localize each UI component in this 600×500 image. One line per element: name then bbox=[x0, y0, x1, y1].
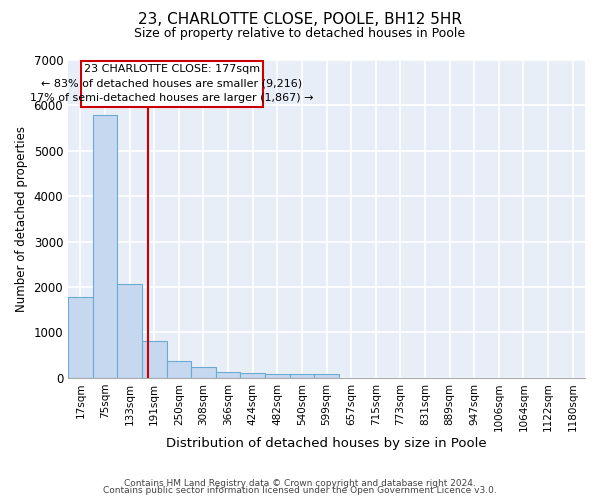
Text: 17% of semi-detached houses are larger (1,867) →: 17% of semi-detached houses are larger (… bbox=[30, 93, 313, 103]
Y-axis label: Number of detached properties: Number of detached properties bbox=[15, 126, 28, 312]
Text: Size of property relative to detached houses in Poole: Size of property relative to detached ho… bbox=[134, 28, 466, 40]
Bar bbox=[265, 374, 290, 378]
Bar bbox=[117, 284, 142, 378]
Bar bbox=[167, 361, 191, 378]
Bar bbox=[68, 297, 92, 378]
Bar bbox=[216, 372, 241, 378]
X-axis label: Distribution of detached houses by size in Poole: Distribution of detached houses by size … bbox=[166, 437, 487, 450]
Bar bbox=[290, 374, 314, 378]
Text: Contains HM Land Registry data © Crown copyright and database right 2024.: Contains HM Land Registry data © Crown c… bbox=[124, 478, 476, 488]
Text: 23, CHARLOTTE CLOSE, POOLE, BH12 5HR: 23, CHARLOTTE CLOSE, POOLE, BH12 5HR bbox=[138, 12, 462, 28]
Text: 23 CHARLOTTE CLOSE: 177sqm: 23 CHARLOTTE CLOSE: 177sqm bbox=[83, 64, 260, 74]
Text: ← 83% of detached houses are smaller (9,216): ← 83% of detached houses are smaller (9,… bbox=[41, 78, 302, 88]
Bar bbox=[191, 367, 216, 378]
Bar bbox=[92, 116, 117, 378]
FancyBboxPatch shape bbox=[81, 61, 263, 107]
Bar bbox=[142, 340, 167, 378]
Bar bbox=[241, 373, 265, 378]
Bar bbox=[314, 374, 339, 378]
Text: Contains public sector information licensed under the Open Government Licence v3: Contains public sector information licen… bbox=[103, 486, 497, 495]
